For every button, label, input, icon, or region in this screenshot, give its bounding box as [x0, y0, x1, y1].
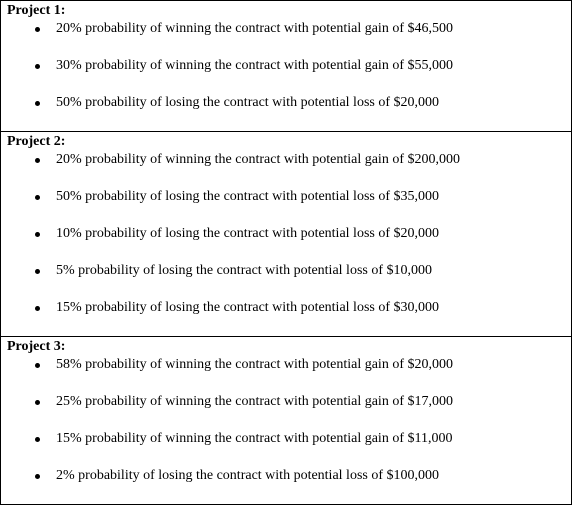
- project-title: Project 3:: [7, 339, 66, 354]
- bullet-item: 15% probability of losing the contract w…: [7, 299, 571, 317]
- bullet-item: 20% probability of winning the contract …: [7, 20, 571, 38]
- bullet-item: 2% probability of losing the contract wi…: [7, 467, 571, 485]
- project-title: Project 2:: [7, 134, 66, 149]
- bullet-item: 10% probability of losing the contract w…: [7, 225, 571, 243]
- bullet-item: 25% probability of winning the contract …: [7, 393, 571, 411]
- bullet-item: 15% probability of winning the contract …: [7, 430, 571, 448]
- project-section: Project 3: 58% probability of winning the…: [1, 336, 571, 505]
- bullet-item: 30% probability of winning the contract …: [7, 57, 571, 75]
- bullet-list: 58% probability of winning the contract …: [7, 356, 571, 485]
- bullet-item: 50% probability of losing the contract w…: [7, 94, 571, 112]
- bullet-list: 20% probability of winning the contract …: [7, 151, 571, 317]
- bullet-item: 20% probability of winning the contract …: [7, 151, 571, 169]
- bullet-item: 58% probability of winning the contract …: [7, 356, 571, 374]
- project-section: Project 1: 20% probability of winning the…: [1, 0, 571, 112]
- project-section: Project 2: 20% probability of winning the…: [1, 131, 571, 317]
- bullet-item: 5% probability of losing the contract wi…: [7, 262, 571, 280]
- bullet-list: 20% probability of winning the contract …: [7, 20, 571, 112]
- project-title: Project 1:: [7, 3, 66, 18]
- bullet-item: 50% probability of losing the contract w…: [7, 188, 571, 206]
